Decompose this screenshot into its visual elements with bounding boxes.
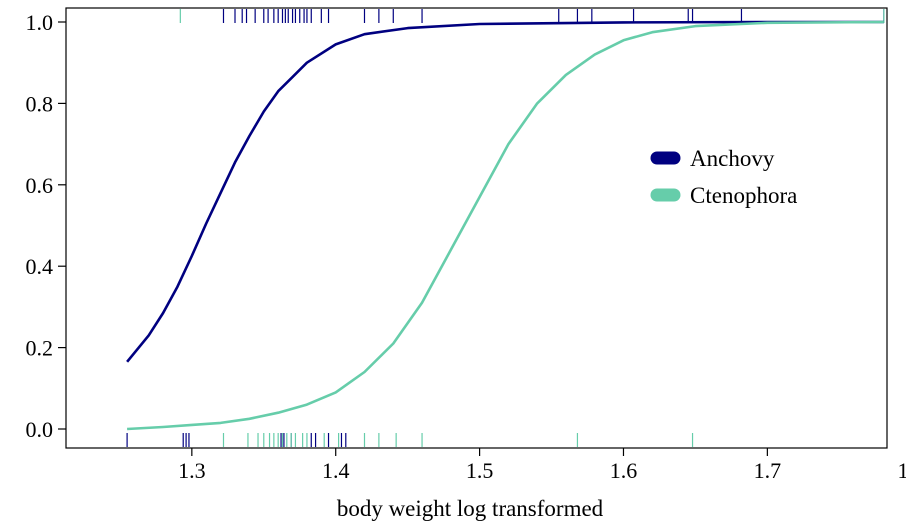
- x-tick-label: 1.8: [897, 458, 906, 483]
- x-tick-label: 1.3: [178, 458, 206, 483]
- y-tick-label: 1.0: [26, 10, 54, 35]
- x-tick-label: 1.6: [610, 458, 638, 483]
- y-tick-label: 0.0: [26, 417, 54, 442]
- y-tick-label: 0.2: [26, 336, 54, 361]
- curve-layer: [126, 20, 884, 431]
- plot-frame: [65, 7, 888, 449]
- x-tick-label: 1.4: [322, 458, 350, 483]
- legend-label: Anchovy: [690, 146, 775, 171]
- y-tick-label: 0.6: [26, 173, 54, 198]
- legend: Anchovy Ctenophora: [650, 146, 797, 208]
- series-line-anchovy: [126, 20, 884, 363]
- axis-layer: 1.3 1.4 1.5 1.6 1.7 1.8 0.0 0.2 0.4 0.6 0.8 1.0: [26, 10, 906, 483]
- x-axis-title: body weight log transformed: [337, 496, 604, 521]
- y-tick-label: 0.8: [26, 91, 54, 116]
- series-line-ctenophora: [127, 20, 884, 431]
- legend-label: Ctenophora: [690, 183, 797, 208]
- y-tick-label: 0.4: [26, 254, 54, 279]
- rug-layer: [126, 9, 885, 447]
- x-tick-label: 1.7: [754, 458, 782, 483]
- x-tick-label: 1.5: [466, 458, 494, 483]
